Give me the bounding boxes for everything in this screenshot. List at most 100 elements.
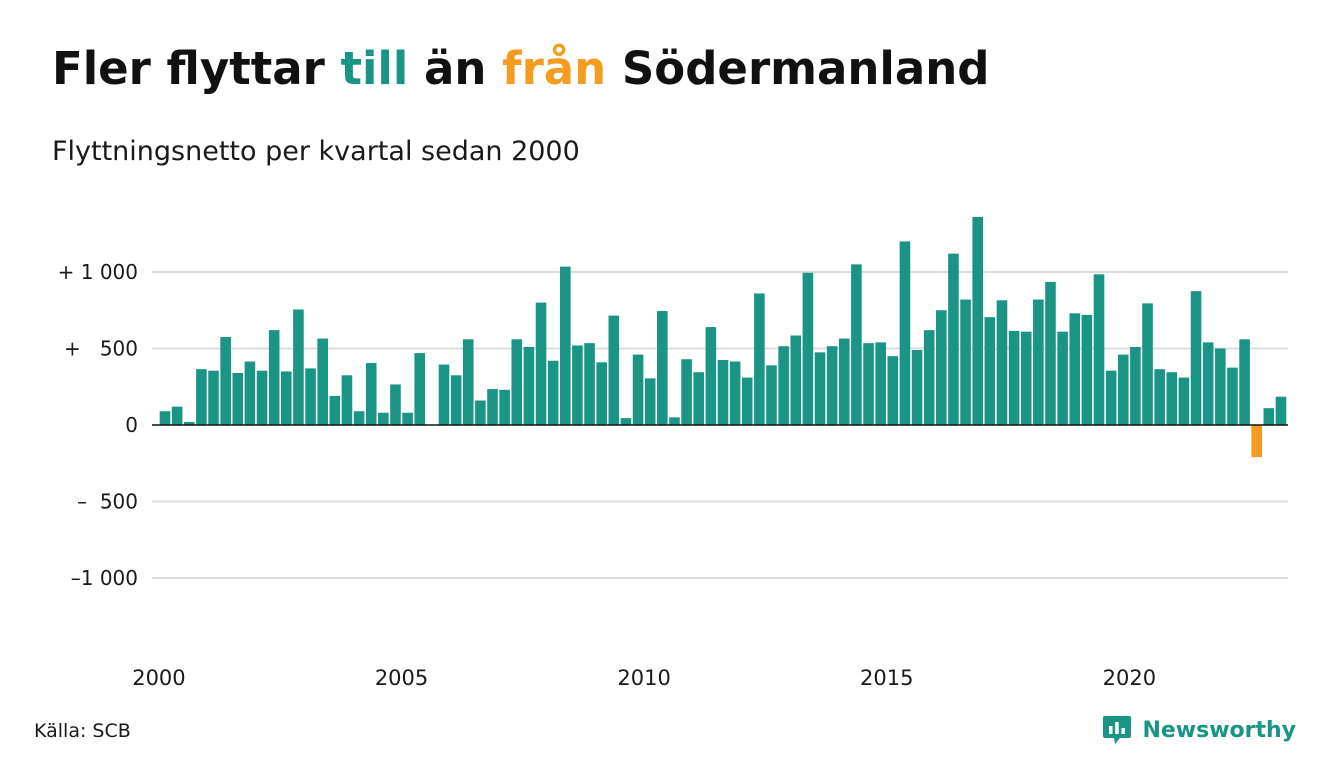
bar-52 bbox=[790, 335, 802, 425]
bar-1 bbox=[171, 406, 183, 425]
bar-13 bbox=[317, 338, 328, 425]
x-tick-label: 2010 bbox=[617, 666, 670, 690]
source-note: Källa: SCB bbox=[34, 720, 131, 742]
bar-12 bbox=[305, 368, 316, 425]
bar-75 bbox=[1069, 313, 1081, 425]
bar-85 bbox=[1190, 291, 1202, 426]
x-tick-label: 2000 bbox=[132, 666, 185, 690]
bar-54 bbox=[814, 352, 826, 425]
bar-48 bbox=[741, 377, 753, 425]
bar-47 bbox=[729, 361, 741, 425]
x-tick-label: 2015 bbox=[860, 666, 913, 690]
bar-29 bbox=[511, 339, 523, 425]
title-highlight-till: till bbox=[340, 42, 409, 95]
bar-41 bbox=[657, 311, 668, 425]
bar-58 bbox=[863, 343, 874, 425]
bar-60 bbox=[887, 356, 899, 425]
bar-72 bbox=[1033, 299, 1044, 425]
bar-18 bbox=[378, 412, 389, 425]
bar-45 bbox=[705, 327, 717, 425]
bar-34 bbox=[572, 345, 583, 425]
bar-87 bbox=[1215, 348, 1226, 425]
title-part-2: än bbox=[408, 42, 503, 95]
brand-logo: Newsworthy bbox=[1102, 714, 1296, 746]
gridlines bbox=[152, 271, 1288, 579]
x-axis-ticks: 2000 2005 2010 2015 2020 bbox=[132, 666, 1156, 690]
bar-27 bbox=[487, 389, 498, 425]
title-part-1: Fler flyttar bbox=[52, 42, 341, 95]
bar-32 bbox=[547, 360, 559, 425]
bar-61 bbox=[899, 241, 911, 425]
bar-11 bbox=[293, 309, 304, 426]
bar-36 bbox=[596, 362, 607, 425]
bar-63 bbox=[923, 330, 935, 425]
bar-70 bbox=[1008, 330, 1020, 425]
bar-8 bbox=[256, 370, 268, 425]
bar-chart: + 1 000 + 500 0 – 500 –1 000 2000 2005 2010 201… bbox=[58, 216, 1288, 690]
bar-19 bbox=[390, 384, 401, 425]
bar-56 bbox=[838, 338, 850, 425]
bar-78 bbox=[1105, 370, 1117, 425]
bar-17 bbox=[365, 363, 377, 425]
bar-53 bbox=[802, 272, 814, 425]
bar-50 bbox=[766, 365, 777, 425]
bar-88 bbox=[1227, 367, 1238, 426]
bar-10 bbox=[281, 371, 292, 425]
bar-74 bbox=[1057, 331, 1068, 425]
bar-35 bbox=[584, 343, 595, 425]
bar-28 bbox=[499, 389, 510, 425]
bar-43 bbox=[681, 359, 692, 425]
bar-62 bbox=[911, 350, 923, 425]
bar-66 bbox=[960, 299, 971, 425]
bar-24 bbox=[450, 375, 462, 425]
chart-title: Fler flyttar till än från Södermanland bbox=[52, 42, 989, 95]
brand-name: Newsworthy bbox=[1142, 717, 1296, 743]
title-highlight-fran: från bbox=[502, 42, 607, 95]
bar-71 bbox=[1020, 331, 1032, 425]
bar-9 bbox=[268, 330, 280, 425]
bar-89 bbox=[1239, 339, 1250, 425]
bar-39 bbox=[632, 354, 644, 425]
bar-73 bbox=[1045, 281, 1056, 425]
bar-16 bbox=[353, 411, 365, 425]
bar-90 bbox=[1251, 425, 1262, 458]
bar-37 bbox=[608, 315, 620, 425]
bar-57 bbox=[851, 264, 862, 425]
bar-7 bbox=[244, 361, 256, 425]
bar-76 bbox=[1081, 314, 1093, 425]
bar-3 bbox=[196, 369, 207, 425]
bar-86 bbox=[1202, 342, 1214, 425]
bar-15 bbox=[341, 375, 353, 425]
bar-0 bbox=[159, 411, 171, 425]
bar-49 bbox=[754, 293, 765, 425]
y-axis-ticks: + 1 000 + 500 0 – 500 –1 000 bbox=[58, 260, 138, 590]
bar-33 bbox=[559, 266, 571, 425]
bar-20 bbox=[402, 412, 413, 425]
bar-83 bbox=[1166, 372, 1178, 425]
y-tick-label: – 500 bbox=[77, 490, 138, 514]
bar-80 bbox=[1130, 346, 1141, 425]
bar-30 bbox=[523, 346, 535, 425]
bars bbox=[159, 216, 1287, 458]
bar-44 bbox=[693, 372, 705, 425]
bar-91 bbox=[1263, 408, 1275, 425]
bar-81 bbox=[1142, 303, 1153, 425]
bar-51 bbox=[778, 346, 789, 425]
bar-chart-speech-icon bbox=[1103, 716, 1132, 744]
x-tick-label: 2005 bbox=[375, 666, 428, 690]
bar-67 bbox=[972, 216, 984, 425]
bar-82 bbox=[1154, 369, 1165, 425]
bar-59 bbox=[875, 342, 886, 425]
bar-42 bbox=[669, 417, 680, 425]
y-tick-label: + 1 000 bbox=[58, 260, 138, 284]
bar-25 bbox=[462, 339, 474, 425]
y-tick-label: 0 bbox=[125, 413, 138, 437]
bar-84 bbox=[1178, 377, 1190, 425]
bar-69 bbox=[996, 300, 1008, 425]
bar-26 bbox=[475, 400, 486, 425]
bar-92 bbox=[1275, 396, 1287, 425]
bar-31 bbox=[535, 302, 547, 425]
bar-2 bbox=[183, 421, 195, 425]
title-part-3: Södermanland bbox=[606, 42, 990, 95]
bar-5 bbox=[220, 337, 231, 425]
